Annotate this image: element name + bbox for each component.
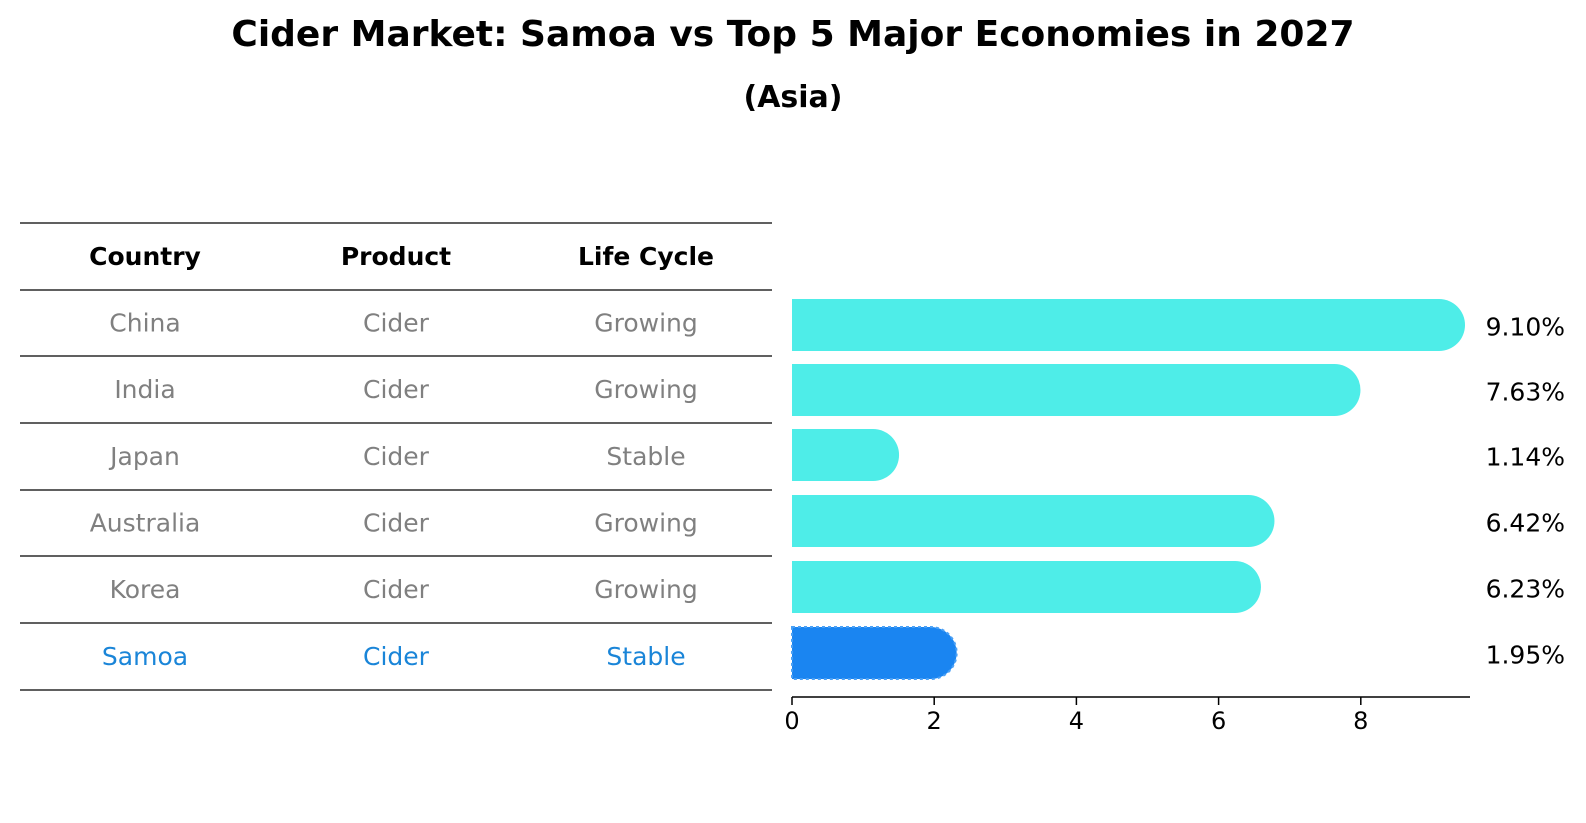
table-cell: Korea	[110, 575, 181, 604]
table-cell: Cider	[363, 309, 430, 338]
bar-india	[792, 364, 1361, 416]
table-header-product: Product	[341, 242, 451, 271]
table-cell: Growing	[594, 509, 698, 538]
table-cell: Cider	[363, 642, 430, 671]
x-tick-label: 2	[927, 707, 942, 735]
bar-japan	[792, 429, 900, 481]
bar-samoa	[791, 626, 958, 680]
bar-value-label: 9.10%	[1486, 313, 1565, 342]
x-tick-label: 8	[1353, 707, 1368, 735]
bar-value-label: 1.95%	[1486, 641, 1565, 670]
chart-title: Cider Market: Samoa vs Top 5 Major Econo…	[231, 14, 1355, 55]
bar-value-label: 7.63%	[1486, 378, 1565, 407]
table-cell: Growing	[594, 575, 698, 604]
table-cell: Growing	[594, 309, 698, 338]
bar-value-label: 6.23%	[1486, 575, 1565, 604]
bar-value-label: 1.14%	[1486, 443, 1565, 472]
table-cell: Stable	[606, 442, 685, 471]
bar-korea	[792, 561, 1261, 613]
table-cell: Growing	[594, 375, 698, 404]
table-cell: Cider	[363, 509, 430, 538]
table-cell: India	[114, 375, 175, 404]
x-tick-label: 6	[1211, 707, 1226, 735]
table-cell: Cider	[363, 575, 430, 604]
table-cell: Cider	[363, 375, 430, 404]
bar-value-label: 6.42%	[1486, 509, 1565, 538]
table-cell: Stable	[606, 642, 685, 671]
table-header-country: Country	[89, 242, 201, 271]
table-cell: Japan	[108, 442, 180, 471]
table-cell: China	[109, 309, 180, 338]
table-cell: Samoa	[102, 642, 188, 671]
x-tick-label: 0	[784, 707, 799, 735]
chart-subtitle: (Asia)	[743, 80, 843, 115]
x-tick-label: 4	[1069, 707, 1084, 735]
table-cell: Australia	[90, 509, 201, 538]
table-header-life-cycle: Life Cycle	[578, 242, 714, 271]
bar-china	[792, 299, 1466, 351]
bar-australia	[792, 495, 1275, 547]
table-cell: Cider	[363, 442, 430, 471]
